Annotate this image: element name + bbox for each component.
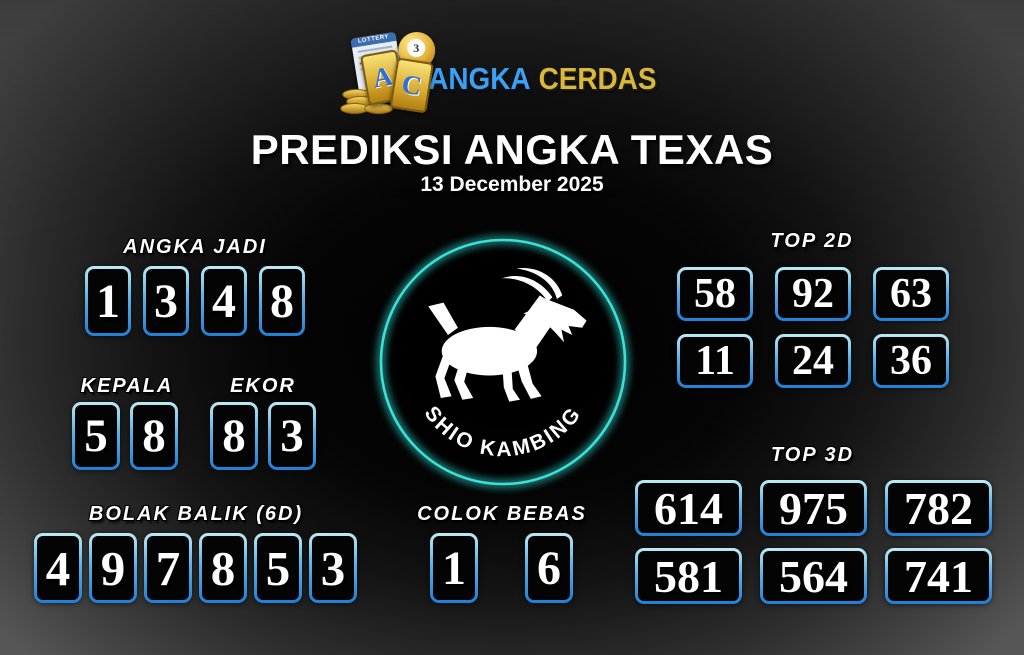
ekor-label: EKOR [230, 375, 296, 397]
kepala-label: KEPALA [80, 375, 174, 397]
digit-box: 4 [201, 266, 247, 336]
digit-box: 8 [259, 266, 305, 336]
number-box: 24 [775, 334, 851, 388]
digit-value: 5 [257, 536, 299, 600]
digit-box: 3 [143, 266, 189, 336]
digit-box: 3 [268, 402, 316, 470]
digit-box: 4 [34, 533, 82, 603]
ball-number: 3 [407, 39, 426, 57]
page-title: PREDIKSI ANGKA TEXAS [250, 126, 774, 173]
number-box: 36 [873, 334, 949, 388]
digit-box: 1 [85, 266, 131, 336]
angka-jadi-label: ANGKA JADI [123, 236, 267, 258]
top-2d-grid: 58 92 63 11 24 36 [677, 267, 949, 388]
colok-bebas-label: COLOK BEBAS [417, 503, 587, 525]
number-box: 614 [635, 480, 742, 536]
digit-value: 3 [312, 536, 354, 600]
number-box: 741 [885, 548, 992, 604]
digit-value: 1 [433, 536, 475, 600]
digit-value: 5 [75, 405, 117, 467]
number-value: 581 [638, 551, 739, 602]
digit-value: 4 [204, 269, 244, 333]
logo-icon: LOTTERY 3 A C [340, 31, 442, 116]
shio-circle: SHIO KAMBING [379, 238, 627, 486]
number-box: 782 [885, 480, 992, 536]
site-logo[interactable]: LOTTERY 3 A C ANGKA CERDAS [340, 31, 682, 116]
digit-box: 1 [430, 533, 478, 603]
number-value: 741 [888, 551, 989, 602]
kepala-row: 5 8 [72, 402, 178, 470]
number-value: 11 [680, 337, 750, 385]
digit-value: 6 [528, 536, 570, 600]
digit-box: 8 [199, 533, 247, 603]
logo-word-angka: ANGKA [428, 61, 531, 96]
digit-box: 7 [144, 533, 192, 603]
card-letter: C [399, 68, 424, 102]
logo-card-c: C [389, 57, 434, 114]
number-value: 782 [888, 483, 989, 534]
top-3d-grid: 614 975 782 581 564 741 [635, 480, 992, 604]
top-2d-label: TOP 2D [770, 230, 854, 252]
ekor-row: 8 3 [210, 402, 316, 470]
bolak-balik-row: 4 9 7 8 5 3 [34, 533, 357, 603]
angka-jadi-row: 1 3 4 8 [85, 266, 305, 336]
number-value: 58 [680, 270, 750, 318]
number-value: 614 [638, 483, 739, 534]
number-box: 564 [760, 548, 867, 604]
digit-value: 8 [213, 405, 255, 467]
colok-bebas-row: 1 6 [430, 533, 573, 603]
digit-value: 9 [92, 536, 134, 600]
top-3d-label: TOP 3D [770, 444, 855, 466]
digit-value: 4 [37, 536, 79, 600]
digit-box: 3 [309, 533, 357, 603]
shio-ring [379, 238, 627, 486]
digit-box: 6 [525, 533, 573, 603]
number-value: 24 [778, 337, 848, 385]
digit-box: 9 [89, 533, 137, 603]
number-box: 975 [760, 480, 867, 536]
digit-box: 5 [72, 402, 120, 470]
number-box: 11 [677, 334, 753, 388]
bolak-balik-label: BOLAK BALIK (6D) [88, 503, 304, 525]
number-value: 564 [763, 551, 864, 602]
number-box: 63 [873, 267, 949, 321]
digit-value: 8 [133, 405, 175, 467]
number-value: 36 [876, 337, 946, 385]
digit-value: 1 [88, 269, 128, 333]
number-box: 58 [677, 267, 753, 321]
coin-icon [364, 103, 394, 114]
goat-icon [428, 267, 587, 402]
digit-value: 8 [262, 269, 302, 333]
digit-value: 3 [271, 405, 313, 467]
logo-word-cerdas: CERDAS [538, 61, 657, 96]
number-value: 975 [763, 483, 864, 534]
digit-box: 8 [130, 402, 178, 470]
prediction-date: 13 December 2025 [420, 173, 604, 196]
digit-value: 7 [147, 536, 189, 600]
number-box: 581 [635, 548, 742, 604]
digit-box: 5 [254, 533, 302, 603]
digit-value: 8 [202, 536, 244, 600]
digit-box: 8 [210, 402, 258, 470]
number-value: 92 [778, 270, 848, 318]
digit-value: 3 [146, 269, 186, 333]
number-box: 92 [775, 267, 851, 321]
logo-wordmark: ANGKA CERDAS [428, 61, 656, 97]
number-value: 63 [876, 270, 946, 318]
